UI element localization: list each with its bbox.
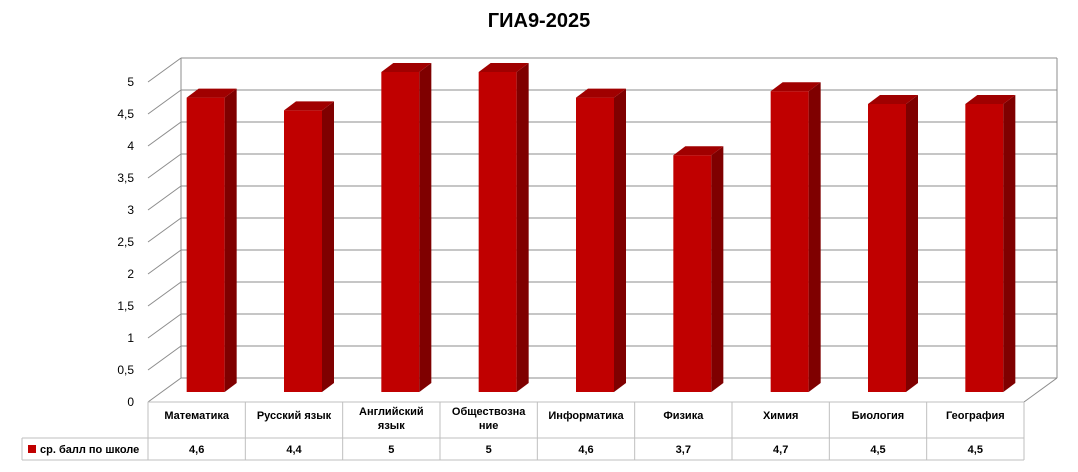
bar bbox=[576, 97, 614, 392]
bar bbox=[673, 155, 712, 392]
data-value-label: 4,7 bbox=[773, 444, 788, 456]
bar-side bbox=[419, 63, 432, 392]
y-tick-label: 0,5 bbox=[117, 363, 134, 377]
bar-top bbox=[186, 88, 237, 98]
data-value-label: 4,4 bbox=[286, 444, 302, 456]
y-tick-label: 4 bbox=[127, 139, 134, 153]
side-gridline bbox=[147, 313, 182, 339]
bar bbox=[868, 104, 906, 392]
side-gridline bbox=[147, 249, 182, 275]
data-value-label: 4,6 bbox=[578, 444, 593, 456]
side-gridline bbox=[147, 57, 182, 83]
bar-side bbox=[808, 82, 821, 392]
y-tick-label: 4,5 bbox=[117, 107, 134, 121]
chart-title: ГИА9-2025 bbox=[487, 10, 591, 32]
x-category-label: Информатика bbox=[548, 410, 624, 422]
bar bbox=[478, 72, 517, 392]
data-value-label: 4,5 bbox=[968, 444, 983, 456]
y-tick-label: 0 bbox=[127, 395, 134, 409]
bar-side bbox=[322, 101, 334, 393]
bar-top bbox=[478, 63, 529, 72]
side-gridline bbox=[147, 377, 182, 403]
y-tick-label: 3 bbox=[127, 203, 134, 217]
bar bbox=[186, 97, 225, 392]
bar-side bbox=[516, 63, 529, 392]
side-gridline bbox=[147, 185, 182, 211]
bar-top bbox=[868, 95, 918, 104]
bar-side bbox=[1003, 95, 1016, 392]
y-tick-label: 1 bbox=[127, 331, 134, 345]
floor-right-edge bbox=[1023, 377, 1058, 403]
x-category-label: Физика bbox=[663, 410, 704, 422]
bar-side bbox=[711, 146, 724, 392]
legend-swatch bbox=[28, 445, 36, 453]
data-value-label: 4,6 bbox=[189, 444, 204, 456]
x-category-label: ние bbox=[479, 420, 499, 432]
side-gridline bbox=[147, 217, 182, 243]
bar bbox=[284, 110, 322, 393]
side-gridline bbox=[147, 281, 182, 307]
side-gridline bbox=[147, 121, 182, 147]
bar-top bbox=[576, 88, 626, 98]
bar-side bbox=[224, 88, 237, 392]
x-category-label: Обществозна bbox=[452, 406, 526, 418]
side-gridline bbox=[147, 153, 182, 179]
bar-side bbox=[614, 88, 626, 392]
x-category-label: Русский язык bbox=[257, 410, 332, 422]
y-tick-label: 2 bbox=[127, 267, 134, 281]
side-gridline bbox=[147, 89, 182, 115]
x-category-label: Математика bbox=[164, 410, 230, 422]
bar-top bbox=[770, 82, 821, 92]
x-category-label: Химия bbox=[763, 410, 798, 422]
y-tick-label: 1,5 bbox=[117, 299, 134, 313]
bar bbox=[770, 91, 809, 392]
bar bbox=[381, 72, 420, 392]
y-tick-label: 3,5 bbox=[117, 171, 134, 185]
side-gridline bbox=[147, 345, 182, 371]
legend-label: ср. балл по школе bbox=[40, 444, 139, 456]
x-category-label: язык bbox=[378, 420, 405, 432]
x-category-label: География bbox=[946, 410, 1005, 422]
bar-top bbox=[381, 63, 432, 72]
bar-top bbox=[673, 146, 724, 156]
data-value-label: 5 bbox=[388, 444, 394, 456]
bar-top bbox=[284, 101, 334, 111]
y-tick-label: 5 bbox=[127, 75, 134, 89]
x-category-label: Английский bbox=[359, 406, 424, 418]
bar-side bbox=[906, 95, 918, 392]
y-tick-label: 2,5 bbox=[117, 235, 134, 249]
data-value-label: 4,5 bbox=[870, 444, 885, 456]
data-value-label: 5 bbox=[486, 444, 492, 456]
bar bbox=[965, 104, 1004, 392]
bar-top bbox=[965, 95, 1016, 104]
x-category-label: Биология bbox=[852, 410, 904, 422]
data-value-label: 3,7 bbox=[676, 444, 691, 456]
